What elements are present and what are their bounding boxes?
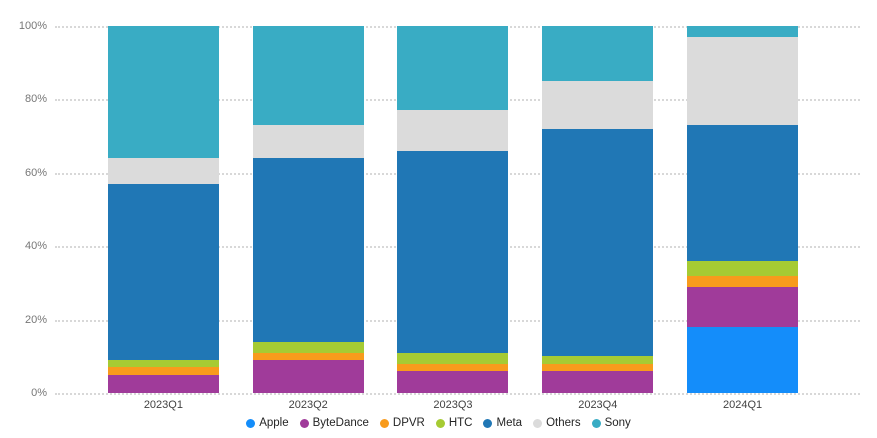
- bar-segment-others-2023q4[interactable]: [542, 81, 654, 129]
- bar-segment-sony-2023q4[interactable]: [542, 26, 654, 82]
- bar-segment-htc-2023q3[interactable]: [397, 352, 509, 364]
- stacked-bar-2023q1[interactable]: [107, 26, 219, 393]
- y-axis-tick-label: 100%: [18, 20, 47, 32]
- bar-segment-meta-2023q4[interactable]: [542, 128, 654, 357]
- legend-dot-icon: [246, 418, 256, 428]
- x-axis-label: 2023Q1: [143, 399, 183, 411]
- bar-segment-others-2023q2[interactable]: [252, 125, 364, 159]
- bar-segment-dpvr-2023q1[interactable]: [107, 367, 219, 375]
- legend-item-dpvr[interactable]: DPVR: [379, 417, 425, 429]
- y-axis-tick-label: 40%: [24, 240, 47, 253]
- bar-segment-meta-2023q2[interactable]: [252, 158, 364, 342]
- bar-segment-others-2023q1[interactable]: [107, 158, 219, 184]
- bar-column-2023q2: 2023Q2: [236, 26, 381, 411]
- stacked-bar-2023q4[interactable]: [542, 26, 654, 393]
- bar-segment-dpvr-2024q1[interactable]: [687, 275, 799, 287]
- legend-item-meta[interactable]: Meta: [483, 417, 522, 429]
- bar-segment-others-2023q3[interactable]: [397, 110, 509, 151]
- bar-segment-htc-2023q1[interactable]: [107, 359, 219, 368]
- bar-segment-sony-2023q3[interactable]: [397, 26, 509, 111]
- bar-segment-bytedance-2023q4[interactable]: [542, 370, 654, 393]
- bar-segment-htc-2023q4[interactable]: [542, 356, 654, 364]
- y-axis-tick-label: 20%: [24, 313, 47, 326]
- bar-segment-dpvr-2023q3[interactable]: [397, 363, 509, 371]
- bar-segment-bytedance-2024q1[interactable]: [687, 286, 799, 327]
- x-axis-label: 2023Q3: [433, 399, 473, 411]
- bars: 2023Q1 2023Q2 2023Q3 2023Q4 2024Q1: [91, 26, 815, 411]
- legend-dot-icon: [299, 418, 309, 428]
- x-axis-label: 2023Q4: [578, 399, 618, 411]
- bar-segment-bytedance-2023q2[interactable]: [252, 359, 364, 393]
- y-axis-tick-label: 60%: [24, 166, 47, 179]
- bar-segment-bytedance-2023q3[interactable]: [397, 370, 509, 393]
- bar-column-2023q3: 2023Q3: [381, 26, 526, 411]
- legend-item-others[interactable]: Others: [533, 417, 581, 429]
- bar-segment-sony-2024q1[interactable]: [687, 26, 799, 37]
- bar-segment-sony-2023q2[interactable]: [252, 26, 364, 126]
- legend-dot-icon: [435, 418, 445, 428]
- legend-item-apple[interactable]: Apple: [246, 417, 289, 429]
- bar-segment-meta-2024q1[interactable]: [687, 125, 799, 261]
- bar-segment-others-2024q1[interactable]: [687, 37, 799, 126]
- legend-dot-icon: [591, 418, 601, 428]
- bar-segment-meta-2023q1[interactable]: [107, 183, 219, 360]
- legend-label: Others: [546, 417, 581, 429]
- stacked-bar-2023q3[interactable]: [397, 26, 509, 393]
- bar-segment-htc-2023q2[interactable]: [252, 341, 364, 353]
- bar-column-2023q4: 2023Q4: [525, 26, 670, 411]
- legend: Apple ByteDance DPVR HTC Meta Others Sony: [0, 417, 877, 429]
- legend-item-sony[interactable]: Sony: [591, 417, 631, 429]
- legend-item-bytedance[interactable]: ByteDance: [299, 417, 369, 429]
- legend-dot-icon: [379, 418, 389, 428]
- x-axis-label: 2024Q1: [723, 399, 763, 411]
- bar-segment-meta-2023q3[interactable]: [397, 150, 509, 353]
- legend-label: Meta: [496, 417, 523, 429]
- plot-area: 100% 80% 60% 40% 20% 0% 2023Q1 2023Q2 2023Q3 202…: [19, 20, 860, 411]
- bar-segment-bytedance-2023q1[interactable]: [107, 374, 219, 393]
- legend-item-htc[interactable]: HTC: [435, 417, 473, 429]
- bar-segment-dpvr-2023q2[interactable]: [252, 352, 364, 360]
- bar-segment-htc-2024q1[interactable]: [687, 260, 799, 276]
- legend-dot-icon: [533, 418, 543, 428]
- bar-column-2024q1: 2024Q1: [670, 26, 815, 411]
- y-axis-tick-label: 0%: [31, 387, 47, 399]
- bar-segment-apple-2024q1[interactable]: [687, 326, 799, 393]
- stacked-bar-2023q2[interactable]: [252, 26, 364, 393]
- legend-label: HTC: [448, 417, 473, 429]
- legend-label: Sony: [604, 417, 631, 429]
- legend-label: DPVR: [392, 417, 425, 429]
- x-axis-label: 2023Q2: [288, 399, 328, 411]
- bar-column-2023q1: 2023Q1: [91, 26, 236, 411]
- stacked-bar-2024q1[interactable]: [687, 26, 799, 393]
- legend-label: ByteDance: [312, 417, 369, 429]
- bar-segment-sony-2023q1[interactable]: [107, 26, 219, 159]
- bar-segment-dpvr-2023q4[interactable]: [542, 363, 654, 371]
- y-axis-tick-label: 80%: [24, 93, 47, 106]
- legend-label: Apple: [259, 417, 289, 429]
- gridline: [55, 393, 860, 395]
- legend-dot-icon: [483, 418, 493, 428]
